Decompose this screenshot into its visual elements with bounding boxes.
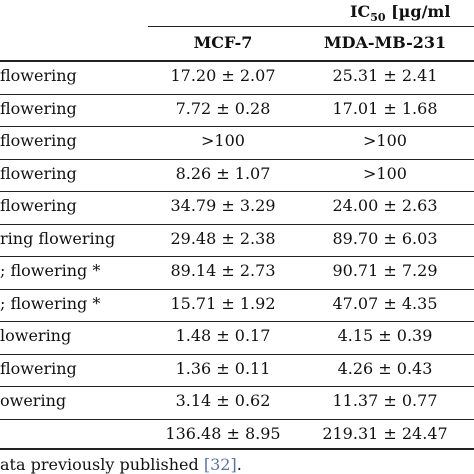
footnote: ata previously published [32]. — [0, 455, 242, 474]
row-divider — [0, 158, 474, 160]
row-label: owering — [0, 391, 67, 410]
cell-mda-mb-231: 25.31 ± 2.41 — [332, 66, 438, 85]
ic50-unit: [µg/ml — [385, 2, 451, 21]
row-label: flowering — [0, 196, 77, 215]
cell-mcf7: 1.48 ± 0.17 — [175, 326, 271, 345]
cell-mcf7: 8.26 ± 1.07 — [175, 163, 271, 183]
header-divider-partial — [148, 26, 474, 27]
ic50-header: IC50 [µg/ml — [350, 2, 451, 25]
row-divider — [0, 223, 474, 225]
cell-mcf7: >100 — [201, 131, 245, 150]
row-divider — [0, 126, 474, 127]
row-label: ring flowering — [0, 228, 116, 248]
cell-mda-mb-231: >100 — [363, 163, 407, 183]
cell-mcf7: 1.36 ± 0.11 — [175, 358, 271, 378]
row-label: flowering — [0, 98, 77, 118]
cell-mcf7: 29.48 ± 2.38 — [170, 228, 276, 248]
cell-mda-mb-231: 90.71 ± 7.29 — [332, 261, 438, 280]
cell-mcf7: 15.71 ± 1.92 — [170, 293, 276, 313]
row-divider — [0, 321, 474, 322]
footnote-text: ata previously published — [0, 455, 204, 474]
ic50-subscript: 50 — [370, 11, 386, 25]
cell-mda-mb-231: 89.70 ± 6.03 — [332, 228, 438, 248]
row-label: ; flowering * — [0, 261, 101, 280]
cell-mda-mb-231: >100 — [363, 131, 407, 150]
row-divider — [0, 256, 474, 257]
cell-mcf7: 89.14 ± 2.73 — [170, 261, 276, 280]
table-bottom-rule — [0, 448, 474, 450]
cell-mcf7: 7.72 ± 0.28 — [175, 98, 271, 118]
cell-mda-mb-231: 4.15 ± 0.39 — [337, 326, 433, 345]
row-label: lowering — [0, 326, 72, 345]
row-label: flowering — [0, 131, 77, 150]
row-divider — [0, 288, 474, 290]
cell-mda-mb-231: 4.26 ± 0.43 — [337, 358, 433, 378]
cell-mda-mb-231: 219.31 ± 24.47 — [322, 423, 448, 443]
header-bottom-rule — [0, 60, 474, 62]
row-divider — [0, 418, 474, 420]
cell-mcf7: 34.79 ± 3.29 — [170, 196, 276, 215]
column-header-mda-mb-231: MDA-MB-231 — [323, 33, 447, 52]
row-label: flowering — [0, 358, 77, 378]
row-divider — [0, 191, 474, 192]
row-divider — [0, 93, 474, 95]
row-label: ; flowering * — [0, 293, 101, 313]
footnote-reference-link[interactable]: [32] — [203, 455, 237, 474]
row-label: flowering — [0, 66, 77, 85]
cell-mda-mb-231: 17.01 ± 1.68 — [332, 98, 438, 118]
cell-mda-mb-231: 47.07 ± 4.35 — [332, 293, 438, 313]
cell-mda-mb-231: 11.37 ± 0.77 — [332, 391, 438, 410]
ic50-main: IC — [350, 2, 371, 21]
cell-mda-mb-231: 24.00 ± 2.63 — [332, 196, 438, 215]
column-header-mcf7: MCF-7 — [193, 33, 253, 52]
row-divider — [0, 353, 474, 355]
footnote-end: . — [236, 455, 242, 474]
cell-mcf7: 3.14 ± 0.62 — [175, 391, 271, 410]
cell-mcf7: 136.48 ± 8.95 — [165, 423, 281, 443]
cell-mcf7: 17.20 ± 2.07 — [170, 66, 276, 85]
row-label: flowering — [0, 163, 77, 183]
row-divider — [0, 386, 474, 387]
